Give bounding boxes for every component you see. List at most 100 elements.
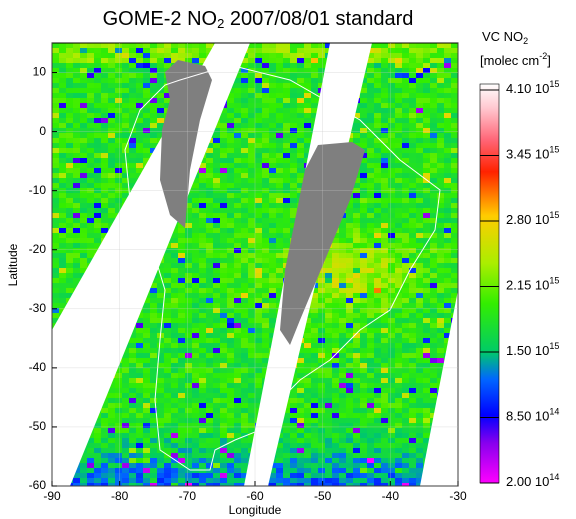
pixel xyxy=(73,223,80,228)
pixel xyxy=(353,313,360,318)
pixel xyxy=(374,373,381,378)
pixel xyxy=(276,138,283,143)
pixel xyxy=(248,113,255,118)
pixel xyxy=(241,403,248,408)
pixel xyxy=(199,403,206,408)
pixel xyxy=(381,248,388,253)
pixel xyxy=(241,218,248,223)
pixel xyxy=(388,108,395,113)
pixel xyxy=(388,268,395,273)
pixel xyxy=(171,358,178,363)
pixel xyxy=(206,283,213,288)
pixel xyxy=(269,223,276,228)
pixel xyxy=(150,338,157,343)
pixel xyxy=(143,138,150,143)
pixel xyxy=(283,468,290,473)
pixel xyxy=(66,218,73,223)
pixel xyxy=(402,288,409,293)
pixel xyxy=(297,78,304,83)
pixel xyxy=(416,338,423,343)
pixel xyxy=(346,313,353,318)
pixel xyxy=(199,333,206,338)
pixel xyxy=(360,223,367,228)
pixel xyxy=(136,68,143,73)
pixel xyxy=(192,428,199,433)
pixel xyxy=(297,458,304,463)
pixel xyxy=(381,168,388,173)
pixel xyxy=(199,248,206,253)
pixel xyxy=(262,298,269,303)
pixel xyxy=(115,438,122,443)
pixel xyxy=(276,273,283,278)
pixel xyxy=(304,408,311,413)
pixel xyxy=(178,323,185,328)
pixel xyxy=(213,203,220,208)
pixel xyxy=(255,253,262,258)
pixel xyxy=(80,223,87,228)
pixel xyxy=(199,298,206,303)
pixel xyxy=(402,303,409,308)
pixel xyxy=(311,323,318,328)
pixel xyxy=(178,468,185,473)
pixel xyxy=(325,298,332,303)
pixel xyxy=(52,263,59,268)
pixel xyxy=(136,43,143,48)
pixel xyxy=(402,463,409,468)
pixel xyxy=(409,128,416,133)
pixel xyxy=(178,293,185,298)
pixel xyxy=(241,98,248,103)
pixel xyxy=(381,88,388,93)
pixel xyxy=(374,383,381,388)
pixel xyxy=(66,283,73,288)
pixel xyxy=(402,233,409,238)
pixel xyxy=(388,358,395,363)
pixel xyxy=(402,143,409,148)
pixel xyxy=(276,258,283,263)
pixel xyxy=(157,468,164,473)
pixel xyxy=(304,133,311,138)
pixel xyxy=(255,193,262,198)
pixel xyxy=(360,313,367,318)
pixel xyxy=(234,418,241,423)
pixel xyxy=(213,413,220,418)
pixel xyxy=(248,248,255,253)
pixel xyxy=(374,108,381,113)
pixel xyxy=(262,163,269,168)
pixel xyxy=(199,433,206,438)
pixel xyxy=(276,238,283,243)
pixel xyxy=(129,363,136,368)
pixel xyxy=(234,298,241,303)
pixel xyxy=(108,53,115,58)
pixel xyxy=(199,358,206,363)
pixel xyxy=(283,48,290,53)
pixel xyxy=(360,413,367,418)
pixel xyxy=(437,133,444,138)
pixel xyxy=(122,163,129,168)
pixel xyxy=(374,423,381,428)
pixel xyxy=(444,53,451,58)
pixel xyxy=(367,453,374,458)
pixel xyxy=(185,43,192,48)
pixel xyxy=(150,58,157,63)
pixel xyxy=(94,128,101,133)
pixel xyxy=(360,408,367,413)
pixel xyxy=(262,153,269,158)
pixel xyxy=(220,283,227,288)
pixel xyxy=(339,303,346,308)
pixel xyxy=(255,323,262,328)
pixel xyxy=(283,163,290,168)
pixel xyxy=(66,208,73,213)
pixel xyxy=(143,48,150,53)
pixel xyxy=(108,63,115,68)
pixel xyxy=(157,453,164,458)
pixel xyxy=(143,453,150,458)
pixel xyxy=(409,443,416,448)
pixel xyxy=(325,333,332,338)
pixel xyxy=(143,53,150,58)
pixel xyxy=(381,183,388,188)
pixel xyxy=(101,53,108,58)
pixel xyxy=(381,288,388,293)
pixel xyxy=(423,283,430,288)
pixel xyxy=(115,468,122,473)
pixel xyxy=(367,278,374,283)
